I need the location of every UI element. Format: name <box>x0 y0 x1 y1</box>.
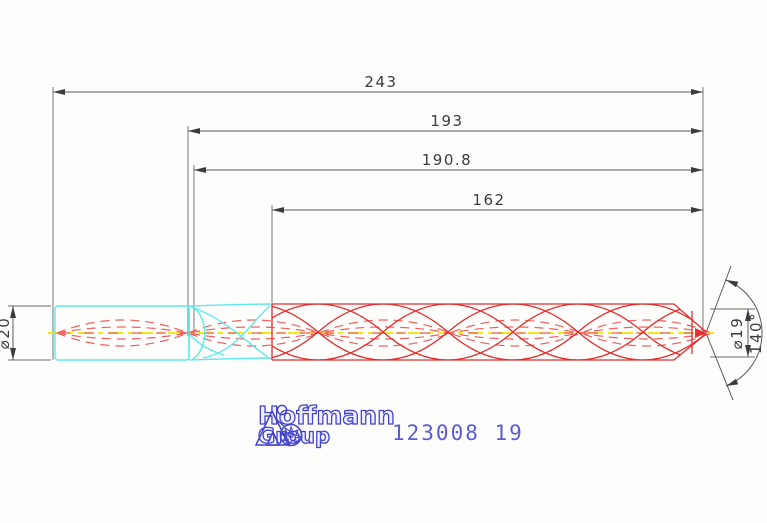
dim-overall-length-label: 243 <box>364 73 397 91</box>
drill-flutes <box>271 303 707 361</box>
coolant-channel-hidden-lines <box>56 319 713 347</box>
part-number: 123008 19 <box>392 421 524 445</box>
dimension-flute-length: 162 <box>272 191 703 213</box>
dim-flute-length-label: 162 <box>472 191 505 209</box>
dim-shank-diameter-label: ⌀20 <box>0 317 13 350</box>
dimension-point-diameter: ⌀19 <box>728 309 751 357</box>
hoffmann-group-logo: Hoffmann Group <box>254 401 396 448</box>
dim-point-angle-label: 140° <box>747 312 765 354</box>
hoffmann-figure-gear-icon <box>254 404 304 447</box>
dimension-point-angle: 140° <box>705 265 765 401</box>
brand-text: Hoffmann Group <box>257 401 395 448</box>
brand-name-top: Hoffmann <box>257 401 395 430</box>
brand-name-bottom: Group <box>257 424 331 448</box>
drill-shank <box>54 303 273 361</box>
dimension-overall-length: 243 <box>53 73 703 95</box>
extension-lines <box>8 87 755 361</box>
dim-usable-length-label: 190.8 <box>422 151 472 169</box>
dim-total-flute-length-label: 193 <box>430 112 463 130</box>
dimension-usable-length: 190.8 <box>194 151 703 173</box>
dimension-shank-diameter: ⌀20 <box>0 306 16 360</box>
dimension-total-flute-length: 193 <box>188 112 703 134</box>
drill-tip <box>695 328 706 338</box>
dim-point-diameter-label: ⌀19 <box>728 317 746 350</box>
